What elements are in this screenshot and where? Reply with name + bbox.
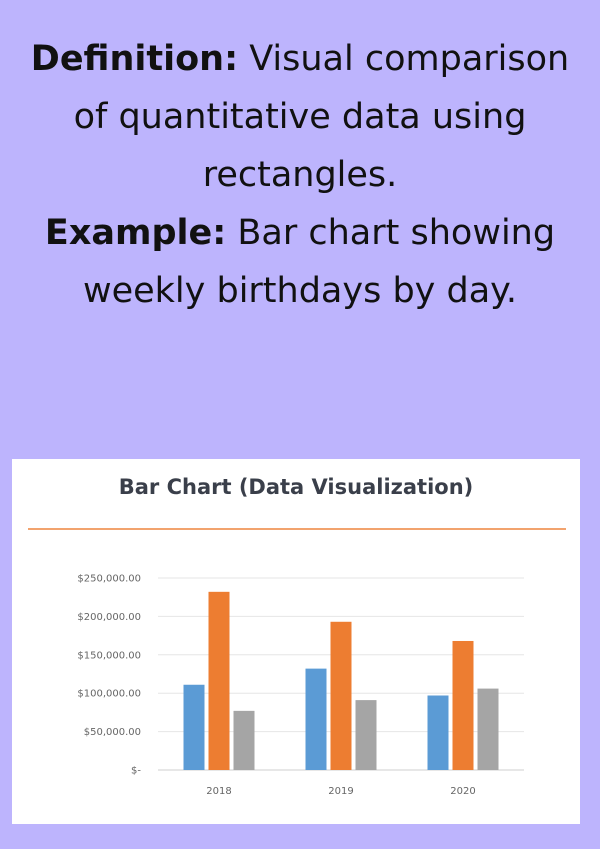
bar	[427, 695, 449, 770]
bar	[355, 700, 377, 770]
y-tick-label: $150,000.00	[77, 650, 141, 661]
bar	[183, 684, 205, 770]
bar	[305, 668, 327, 770]
y-tick-label: $100,000.00	[77, 689, 141, 700]
bar	[208, 591, 230, 770]
chart-title: Bar Chart (Data Visualization)	[118, 475, 474, 499]
x-tick-label: 2020	[450, 786, 475, 797]
y-tick-label: $50,000.00	[84, 727, 141, 738]
bar-chart-plot: $- $50,000.00 $100,000.00 $150,000.00 $200,0…	[77, 574, 524, 797]
x-tick-label: 2018	[206, 786, 231, 797]
bar	[452, 640, 474, 770]
chart-card: Bar Chart (Data Visualization) $- $50,000…	[12, 459, 580, 824]
y-tick-label: $-	[131, 766, 141, 777]
title-divider	[28, 528, 566, 530]
x-tick-label: 2019	[328, 786, 353, 797]
example-text: Bar chart showing weekly birthdays by da…	[82, 213, 556, 311]
definition-text: Visual comparison of quantitative data u…	[73, 39, 570, 195]
info-text: Definition: Visual comparison of quantit…	[30, 30, 570, 320]
definition-label: Definition:	[30, 39, 239, 79]
bar	[477, 688, 499, 770]
y-tick-label: $200,000.00	[77, 612, 141, 623]
example-label: Example:	[44, 213, 227, 253]
bar	[233, 710, 255, 770]
y-tick-label: $250,000.00	[77, 574, 141, 585]
bar	[330, 621, 352, 770]
